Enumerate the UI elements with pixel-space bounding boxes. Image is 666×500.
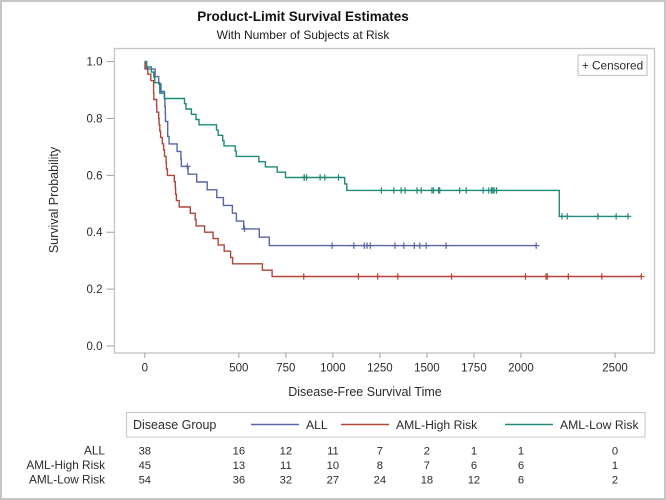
censor-marks [184, 163, 645, 280]
at-risk-value: 1 [612, 460, 618, 472]
x-tick-label: 1000 [320, 363, 346, 375]
legend-title: Disease Group [133, 418, 216, 432]
at-risk-value: 36 [233, 475, 245, 487]
at-risk-value: 16 [233, 446, 245, 458]
y-tick-label: 0.2 [87, 284, 103, 296]
at-risk-value: 8 [377, 460, 383, 472]
at-risk-value: 0 [612, 446, 618, 458]
at-risk-value: 24 [374, 475, 386, 487]
at-risk-value: 18 [421, 475, 433, 487]
y-axis-title: Survival Probability [47, 146, 61, 253]
legend-entries: ALL AML-High Risk AML-Low Risk [251, 418, 639, 432]
y-tick-label: 1.0 [87, 57, 103, 69]
at-risk-value: 6 [471, 460, 477, 472]
chart-subtitle: With Number of Subjects at Risk [216, 28, 390, 42]
x-tick-label: 2500 [602, 363, 628, 375]
at-risk-value: 54 [139, 475, 151, 487]
at-risk-value: 11 [280, 460, 292, 472]
x-tick-label: 1750 [461, 363, 487, 375]
legend-entry-label: ALL [306, 418, 328, 432]
x-tick-label: 2000 [508, 363, 534, 375]
chart-title: Product-Limit Survival Estimates [197, 9, 409, 24]
x-tick-label: 1250 [367, 363, 393, 375]
at-risk-row-label: AML-High Risk [26, 458, 105, 472]
x-tick-label: 0 [142, 363, 148, 375]
at-risk-value: 2 [612, 475, 618, 487]
y-tick-label: 0.8 [87, 113, 103, 125]
at-risk-value: 11 [327, 446, 339, 458]
at-risk-value: 6 [518, 460, 524, 472]
plot-frame [113, 47, 656, 354]
at-risk-value: 7 [377, 446, 383, 458]
at-risk-value: 10 [327, 460, 339, 472]
x-tick-label: 750 [276, 363, 295, 375]
at-risk-value: 1 [518, 446, 524, 458]
at-risk-row-label: AML-Low Risk [29, 473, 105, 487]
at-risk-value: 45 [139, 460, 151, 472]
axis-ticks: 0 500 750 1000 1250 1500 1750 2000 2500 0.0 0.2 0.4… [87, 57, 628, 375]
at-risk-value: 1 [471, 446, 477, 458]
survival-curves [144, 60, 642, 278]
at-risk-value: 13 [233, 460, 245, 472]
legend-entry-label: AML-High Risk [396, 418, 478, 432]
survival-curve-aml-high-risk [144, 60, 642, 278]
y-tick-label: 0.0 [87, 341, 103, 353]
at-risk-value: 27 [327, 475, 339, 487]
censored-inset-box [577, 54, 648, 77]
x-axis-title: Disease-Free Survival Time [288, 385, 442, 399]
at-risk-value: 7 [424, 460, 430, 472]
at-risk-row-label: ALL [84, 444, 105, 458]
at-risk-value: 6 [518, 475, 524, 487]
at-risk-value: 2 [424, 446, 430, 458]
at-risk-value: 32 [280, 475, 292, 487]
x-tick-label: 1500 [414, 363, 440, 375]
legend-entry-label: AML-Low Risk [560, 418, 639, 432]
y-tick-label: 0.4 [87, 227, 104, 239]
at-risk-value: 38 [139, 446, 151, 458]
at-risk-value: 12 [468, 475, 480, 487]
survival-curve-all [144, 60, 537, 247]
censored-inset: + Censored [577, 54, 648, 77]
x-tick-label: 500 [229, 363, 248, 375]
y-tick-label: 0.6 [87, 170, 103, 182]
legend: Disease Group ALL AML-High Risk AML-Low Ri… [125, 411, 646, 438]
survival-curve-aml-low-risk [144, 60, 628, 218]
censored-inset-label: + Censored [582, 59, 643, 73]
at-risk-value: 12 [280, 446, 292, 458]
